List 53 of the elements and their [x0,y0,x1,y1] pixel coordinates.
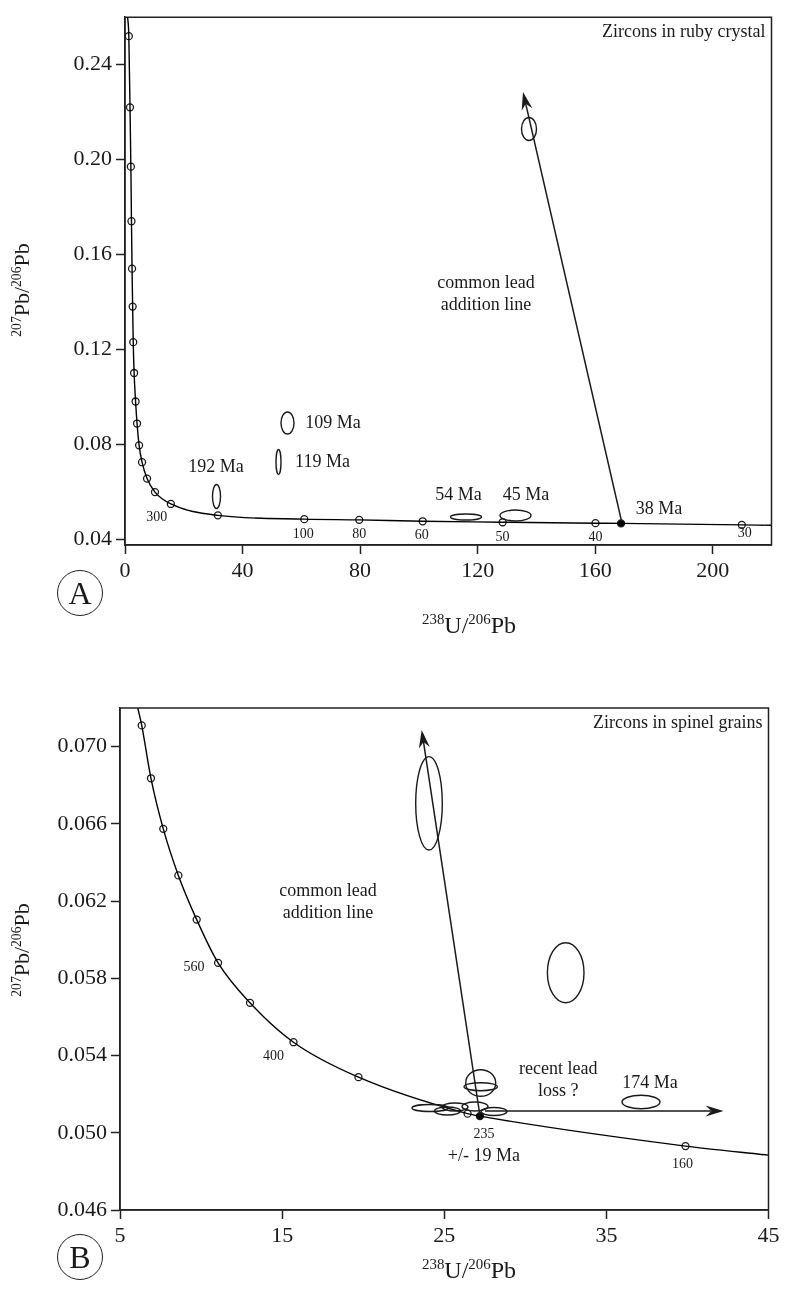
annotation: +/- 19 Ma [447,1144,520,1165]
y-tick-label: 0.046 [57,1195,107,1221]
annotation: common lead addition line [437,271,535,314]
x-tick-label: 45 [757,1221,780,1247]
x-tick-label: 0 [119,556,131,582]
y-tick-label: 0.08 [73,429,112,455]
chart-title: Zircons in ruby crystal [602,20,766,41]
annotation: 192 Ma [188,456,244,477]
y-tick-label: 0.050 [57,1118,107,1144]
annotation: 174 Ma [622,1071,678,1092]
annotation: 45 Ma [502,483,550,504]
y-tick-label: 0.24 [73,50,112,76]
y-tick-label: 0.070 [57,732,107,758]
y-tick-label: 0.16 [73,240,112,266]
annotation: 30 [737,524,752,540]
text: A [57,570,103,616]
annotation: 40 [588,528,603,544]
x-axis-title: $^{238}$U/$^{206}$Pb [422,611,516,639]
annotation: 80 [352,525,367,541]
annotation: 50 [495,528,510,544]
annotation: 109 Ma [305,412,361,433]
y-tick-label: 0.066 [57,809,107,835]
y-tick-label: 0.062 [57,886,107,912]
y-tick-label: 0.04 [73,524,112,550]
x-axis-title: $^{238}$U/$^{206}$Pb [422,1256,516,1284]
annotation: 100 [292,525,314,541]
annotation: 400 [262,1047,284,1063]
x-tick-label: 200 [696,556,730,582]
text: B [57,1234,103,1280]
x-tick-label: 80 [349,556,372,582]
annotation: 235 [473,1125,495,1141]
x-tick-label: 160 [578,556,612,582]
y-tick-label: 0.058 [57,964,107,990]
y-tick-label: 0.12 [73,335,112,361]
annotation: 160 [671,1155,693,1171]
annotation: 60 [414,526,429,542]
annotation: recent lead loss ? [519,1057,598,1100]
y-tick-label: 0.054 [57,1041,107,1067]
x-tick-label: 120 [461,556,495,582]
x-tick-label: 15 [271,1221,294,1247]
annotation: 560 [183,958,205,974]
annotation: 119 Ma [295,451,350,472]
x-tick-label: 5 [114,1221,126,1247]
y-tick-label: 0.20 [73,145,112,171]
x-tick-label: 35 [595,1221,618,1247]
x-tick-label: 40 [231,556,254,582]
annotation: common lead addition line [279,879,377,922]
x-tick-label: 25 [433,1221,456,1247]
annotation: 54 Ma [435,483,482,504]
annotation: 38 Ma [635,498,683,519]
chart-title: Zircons in spinel grains [593,711,763,732]
annotation: 300 [146,508,168,524]
line-series [126,17,772,527]
